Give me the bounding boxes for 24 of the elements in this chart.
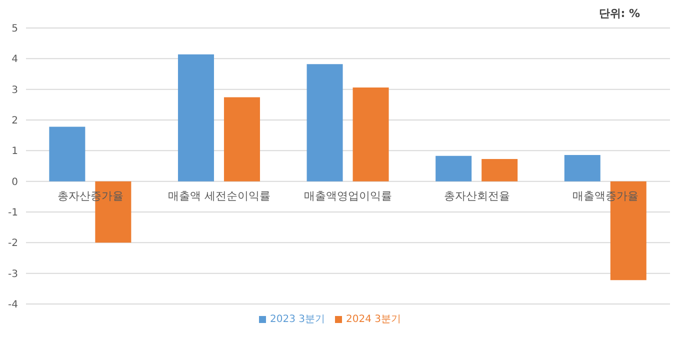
bar bbox=[564, 154, 600, 182]
x-tick-label: 매출액 세전순이익률 bbox=[168, 189, 270, 202]
x-tick-label: 총자산회전율 bbox=[444, 189, 510, 202]
bar bbox=[178, 54, 214, 182]
legend-label: 2023 3분기 bbox=[270, 314, 325, 325]
x-tick-label: 매출액영업이익률 bbox=[304, 189, 392, 202]
y-tick-label: -2 bbox=[8, 238, 18, 250]
bar bbox=[436, 156, 472, 182]
bar bbox=[49, 126, 86, 182]
legend-label: 2024 3분기 bbox=[346, 314, 401, 325]
bar bbox=[224, 97, 260, 182]
y-tick-label: 2 bbox=[12, 116, 18, 127]
y-tick-label: 4 bbox=[12, 54, 18, 66]
y-tick-label: 1 bbox=[12, 146, 18, 158]
y-tick-label: -4 bbox=[8, 300, 18, 311]
y-tick-label: 3 bbox=[12, 84, 18, 96]
text: 단위: % bbox=[598, 6, 640, 21]
y-tick-label: -1 bbox=[8, 208, 18, 219]
bar bbox=[306, 64, 343, 182]
bar bbox=[482, 158, 518, 182]
y-tick-label: -3 bbox=[8, 268, 18, 280]
y-tick-label: 0 bbox=[12, 176, 18, 188]
y-tick-label: 5 bbox=[12, 24, 18, 35]
bar bbox=[352, 87, 389, 182]
